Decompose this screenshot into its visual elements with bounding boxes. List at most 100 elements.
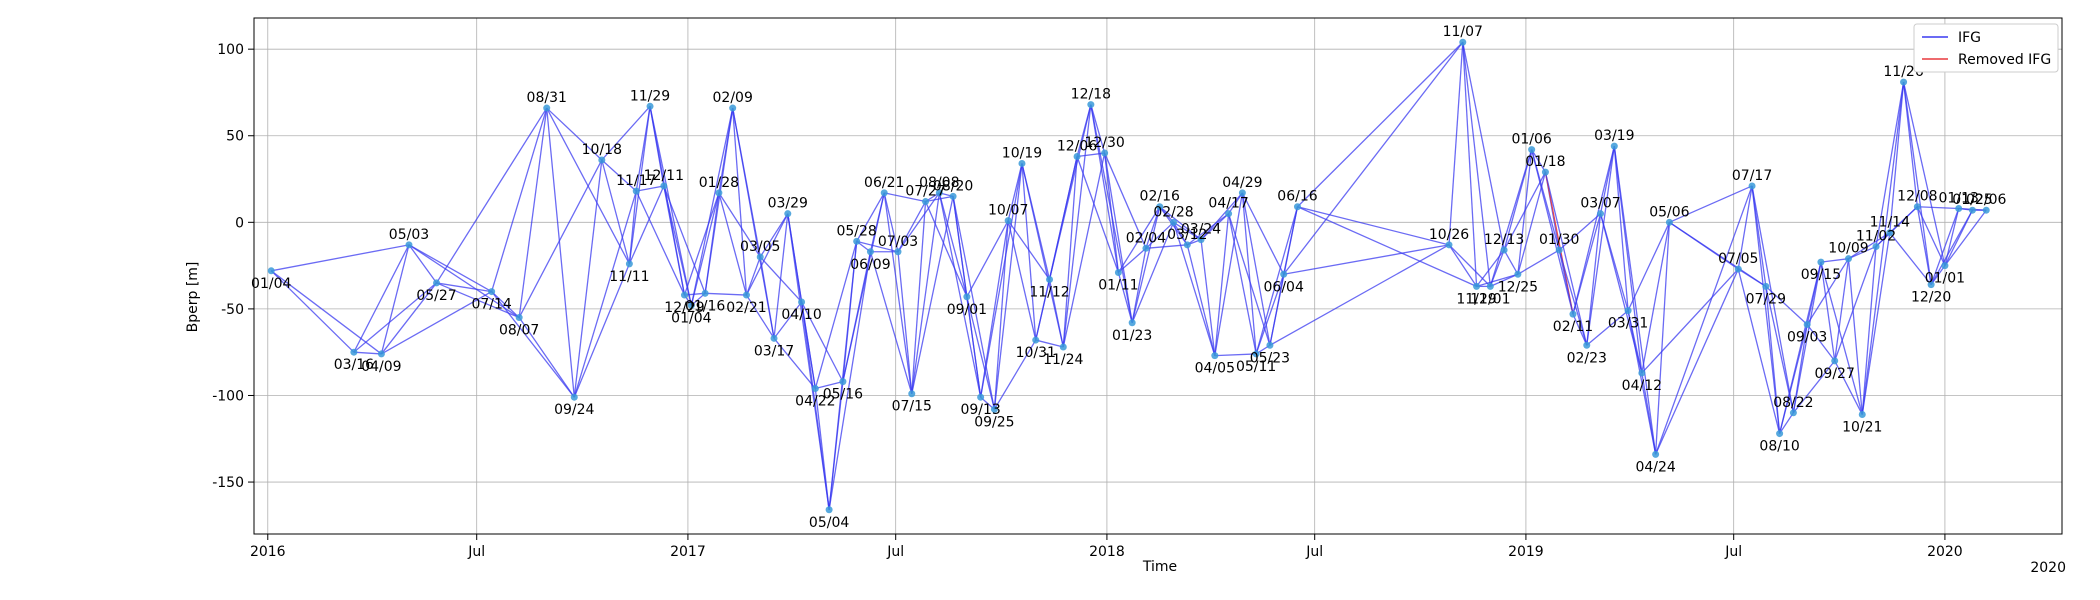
ifg-line [1930,208,1960,285]
acquisition-date-label: 11/12 [1029,284,1069,300]
axes: 100 50 0 -50 -100 -150 2016 Jul 2017 Jul 2018 Jul 20… [212,17,2063,560]
ifg-line [1654,222,1671,455]
ifg-line [1861,232,1891,415]
ifg-line [1641,372,1657,455]
ifg-line [1076,156,1120,273]
ifg-line [1241,192,1285,275]
ifg-line [718,192,748,296]
acquisition-point [742,291,750,299]
ifg-line [925,195,954,203]
ifg-line [952,196,996,410]
acquisition-point [1087,101,1095,109]
acquisition-point [1900,78,1908,86]
ifg-line [1241,192,1257,354]
ifg-line [1255,274,1285,355]
ifg-line [1641,268,1739,374]
legend-box [1913,23,2059,73]
ifg-line [1820,258,1849,263]
acquisition-point [1858,411,1866,419]
ifg-line [1035,339,1064,348]
acquisition-date-label: 03/29 [768,196,808,212]
acquisition-point [1982,206,1990,214]
acquisition-date-label: 10/21 [1842,420,1882,436]
x-tick-label: Jul [886,544,904,560]
ifg-line [1007,220,1037,341]
acquisition-date-label: 06/04 [1264,279,1304,295]
acquisition-point [625,260,633,268]
acquisition-date-label: 09/24 [554,402,594,418]
acquisition-point [1955,204,1963,212]
ifg-line [773,301,803,339]
ifg-line [1448,42,1464,245]
acquisition-date-label: 07/03 [878,234,918,250]
legend-ifg-label: IFG [1958,30,1981,46]
y-tick-label: 50 [226,129,244,145]
ifg-line [546,107,603,161]
acquisition-point [433,279,441,287]
ifg-line [869,192,885,252]
ifg-line [1283,41,1464,275]
ifg-line [966,296,996,410]
y-tick-label: -150 [212,475,244,491]
ifg-line [1613,146,1657,455]
ifg-line [491,291,575,398]
acquisition-date-label: 12/11 [644,168,684,184]
acquisition-date-label: 12/30 [1084,135,1124,151]
acquisition-date-label: 01/04 [251,276,291,292]
ifg-line [1448,244,1478,287]
acquisition-point [1941,262,1949,270]
ifg-line [1751,185,1795,413]
acquisition-point [1211,352,1219,360]
acquisition-date-label: 01/18 [1525,154,1565,170]
acquisition-date-label: 02/23 [1567,350,1607,366]
acquisition-date-label: 03/17 [754,343,794,359]
acquisition-point [1114,269,1122,277]
acquisition-date-label: 03/12 [1167,227,1207,243]
ifg-line [1889,232,1932,286]
acquisition-point [570,393,578,401]
acquisition-point [267,267,275,275]
ifg-line [690,107,734,306]
ifg-line [270,270,355,353]
ifg-line [1531,149,1574,315]
ifg-line [1200,239,1216,356]
acquisition-point [1927,281,1935,289]
acquisition-date-label: 07/17 [1732,168,1772,184]
ifg-line [1200,192,1243,241]
ifg-line [601,105,651,161]
acquisition-date-label: 08/20 [933,178,973,194]
ifg-line [1062,152,1106,348]
acquisition-date-label: 04/29 [1222,175,1262,191]
ifg-line [1186,244,1216,356]
ifg-line [1861,246,1877,415]
ifg-line [911,201,927,394]
acquisition-date-label: 01/01 [1925,271,1965,287]
x-tick-label: 2017 [670,544,706,560]
acquisition-date-label: 07/27 [905,184,945,200]
ifg-line [1159,206,1202,241]
acquisition-point [1638,369,1646,377]
ifg-line [1944,209,1974,266]
ifg-line [353,351,382,355]
acquisition-point [853,237,861,245]
y-tick-label: -100 [212,388,244,404]
ifg-line [1007,163,1023,221]
ifg-line [1834,360,1863,415]
acquisition-point [1018,159,1026,167]
acquisition-point [1280,270,1288,278]
acquisition-point [1817,258,1825,266]
ifg-line [1655,268,1739,455]
x-axis-label: Time [1142,559,1177,575]
acquisition-date-label: 07/05 [1718,251,1758,267]
ifg-line [1048,104,1092,280]
acquisition-date-label: 04/10 [781,307,821,323]
ifg-line [1104,152,1147,249]
acquisition-point [715,189,723,197]
ifg-line [1048,279,1064,348]
acquisition-point [1473,282,1481,290]
acquisition-date-label: 02/04 [1126,230,1166,246]
acquisition-point [1156,203,1164,211]
acquisition-point [1032,336,1040,344]
